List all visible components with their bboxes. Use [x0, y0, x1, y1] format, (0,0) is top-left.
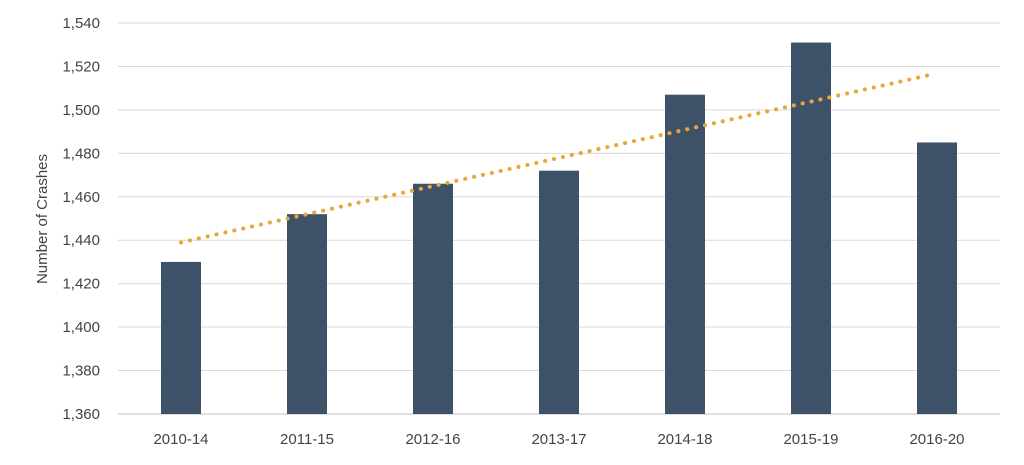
trendline-path — [179, 73, 931, 245]
bar-2010-14 — [161, 261, 201, 414]
x-tick-label: 2010-14 — [153, 431, 208, 448]
bar-2016-20 — [917, 142, 957, 414]
y-tick-label: 1,500 — [62, 102, 100, 119]
y-tick-label: 1,360 — [62, 406, 100, 423]
x-tick-label: 2016-20 — [909, 431, 964, 448]
y-tick-label: 1,540 — [62, 15, 100, 32]
x-axis-ticks: 2010-14 2011-15 2012-16 2013-17 2014-18 2015-… — [153, 431, 964, 448]
x-tick-label: 2013-17 — [531, 431, 586, 448]
bar-2013-17 — [539, 170, 579, 414]
x-tick-label: 2011-15 — [280, 431, 334, 448]
bar-2012-16 — [413, 183, 453, 414]
bar-2014-18 — [665, 94, 705, 414]
bar-2015-19 — [791, 42, 831, 415]
bar-2011-15 — [287, 214, 327, 414]
y-axis-ticks: 1,360 1,380 1,400 1,420 1,440 1,460 1,480 1,500… — [62, 15, 100, 423]
trendline — [179, 73, 931, 245]
x-tick-label: 2012-16 — [405, 431, 460, 448]
x-tick-label: 2014-18 — [657, 431, 712, 448]
y-tick-label: 1,440 — [62, 232, 100, 249]
y-tick-label: 1,480 — [62, 145, 100, 162]
y-tick-label: 1,520 — [62, 58, 100, 75]
y-tick-label: 1,420 — [62, 276, 100, 293]
bars — [161, 42, 957, 415]
y-tick-label: 1,400 — [62, 319, 100, 336]
x-tick-label: 2015-19 — [783, 431, 838, 448]
y-tick-label: 1,380 — [62, 363, 100, 380]
y-axis-label: Number of Crashes — [34, 154, 51, 284]
y-tick-label: 1,460 — [62, 189, 100, 206]
